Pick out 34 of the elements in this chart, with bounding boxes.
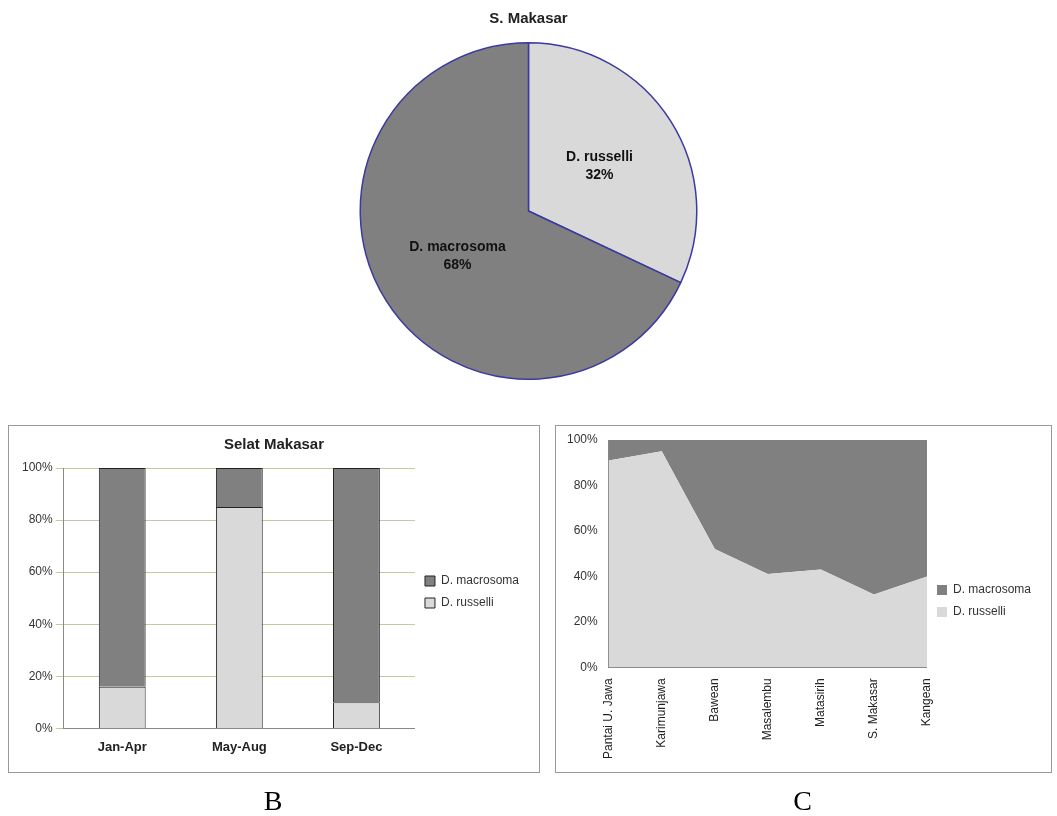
y-tick-label: 20%	[28, 668, 54, 683]
legend-label: D. macrosoma	[952, 582, 1032, 597]
y-tick-label: 80%	[28, 512, 54, 527]
text: B	[262, 785, 284, 816]
x-tick-label: Sep-Dec	[330, 738, 383, 754]
x-tick-label: Masalembu	[760, 678, 775, 741]
x-tick-label: Pantai U. Jawa	[601, 677, 615, 760]
x-tick-label: Bawean	[707, 678, 722, 722]
x-tick-label: May-Aug	[211, 738, 267, 754]
chart-title: S. Makasar	[489, 9, 568, 27]
data-label: 68%	[443, 255, 473, 272]
legend-label: D. macrosoma	[440, 573, 520, 588]
y-tick-label: 100%	[566, 432, 599, 447]
x-tick-label: Matasirih	[813, 678, 828, 727]
slice-label: D. macrosoma	[409, 237, 506, 254]
x-tick-label: Kangean	[919, 678, 934, 727]
y-tick-label: 80%	[573, 477, 599, 492]
legend-label: D. russelli	[952, 604, 1006, 619]
chart-title: Selat Makasar	[223, 435, 325, 453]
slice-label: D. russelli	[566, 147, 633, 164]
data-label: 32%	[585, 165, 615, 182]
y-tick-label: 40%	[573, 568, 599, 583]
y-tick-label: 20%	[573, 614, 599, 629]
x-tick-label: Jan-Apr	[97, 738, 147, 754]
y-tick-label: 0%	[35, 720, 54, 735]
y-tick-label: 100%	[21, 460, 54, 475]
x-tick-label: Karimunjawa	[654, 677, 669, 748]
y-tick-label: 40%	[28, 616, 54, 631]
text: C	[792, 785, 813, 816]
x-tick-label: S. Makasar	[866, 678, 881, 739]
y-tick-label: 60%	[28, 564, 54, 579]
legend-label: D. russelli	[440, 595, 494, 610]
y-tick-label: 0%	[580, 659, 599, 674]
y-tick-label: 60%	[573, 523, 599, 538]
